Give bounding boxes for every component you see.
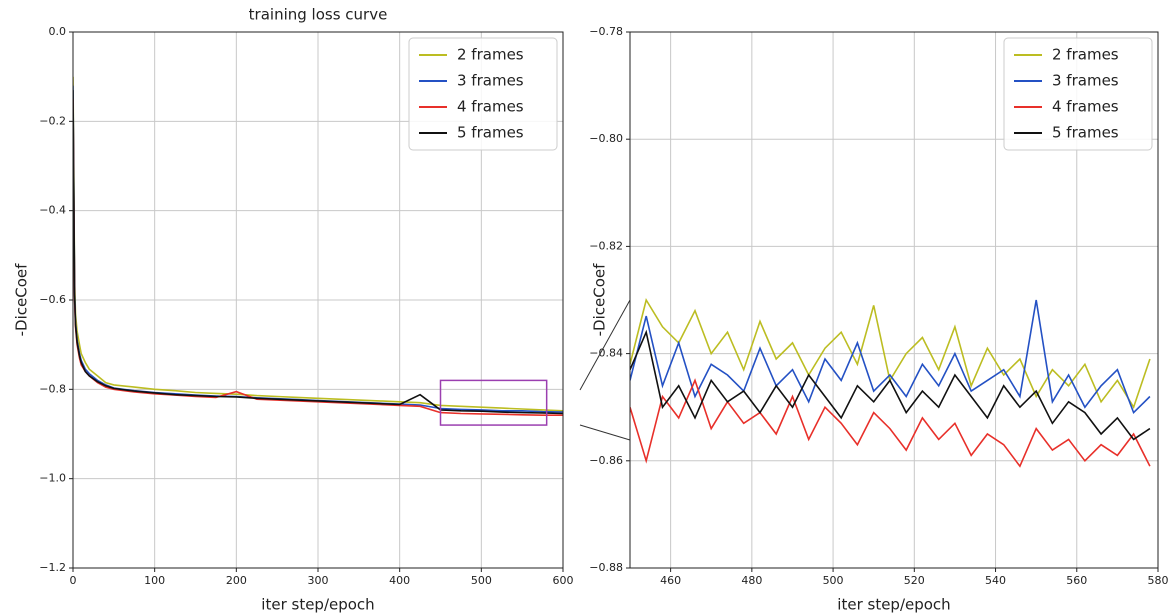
legend-label: 4 frames (457, 98, 524, 116)
y-tick-label: −1.0 (39, 472, 66, 485)
zoom-box (439, 379, 548, 426)
legend-label: 4 frames (1052, 98, 1119, 116)
x-tick-label: 100 (144, 574, 165, 587)
chart-title: training loss curve (249, 6, 388, 24)
legend-label: 3 frames (1052, 72, 1119, 90)
x-tick-label: 520 (904, 574, 925, 587)
legend-label: 3 frames (457, 72, 524, 90)
legend-label: 5 frames (1052, 124, 1119, 142)
legend-label: 2 frames (1052, 46, 1119, 64)
x-tick-label: 480 (741, 574, 762, 587)
x-tick-label: 580 (1148, 574, 1169, 587)
zoom-connector (579, 424, 631, 441)
x-tick-label: 560 (1066, 574, 1087, 587)
legend-box (408, 37, 558, 151)
x-tick-label: 400 (389, 574, 410, 587)
x-axis-label: iter step/epoch (261, 596, 374, 614)
legend-label: 5 frames (457, 124, 524, 142)
y-tick-label: −0.2 (39, 114, 66, 127)
y-tick-label: −0.88 (589, 561, 623, 574)
series-line (630, 329, 1151, 441)
legend-box (1003, 37, 1153, 151)
x-tick-label: 540 (985, 574, 1006, 587)
y-tick-label: −0.8 (39, 382, 66, 395)
y-tick-label: −0.86 (589, 454, 623, 467)
y-tick-label: −1.2 (39, 561, 66, 574)
series-line (73, 90, 563, 415)
series-line (630, 299, 1151, 415)
plot-frame (72, 31, 564, 569)
x-tick-label: 0 (70, 574, 77, 587)
x-axis-label: iter step/epoch (837, 596, 950, 614)
x-tick-label: 300 (308, 574, 329, 587)
y-tick-label: −0.82 (589, 239, 623, 252)
zoom-connector (579, 299, 631, 391)
plot-frame (629, 31, 1159, 569)
x-tick-label: 460 (660, 574, 681, 587)
y-tick-label: 0.0 (49, 25, 67, 38)
x-tick-label: 500 (471, 574, 492, 587)
x-tick-label: 200 (226, 574, 247, 587)
x-tick-label: 500 (823, 574, 844, 587)
y-tick-label: −0.80 (589, 132, 623, 145)
y-axis-label: -DiceCoef (591, 263, 609, 336)
series-line (630, 378, 1151, 468)
legend-label: 2 frames (457, 46, 524, 64)
y-tick-label: −0.6 (39, 293, 66, 306)
x-tick-label: 600 (553, 574, 574, 587)
y-tick-label: −0.84 (589, 347, 623, 360)
y-axis-label: -DiceCoef (13, 263, 31, 336)
y-tick-label: −0.4 (39, 204, 66, 217)
y-tick-label: −0.78 (589, 25, 623, 38)
